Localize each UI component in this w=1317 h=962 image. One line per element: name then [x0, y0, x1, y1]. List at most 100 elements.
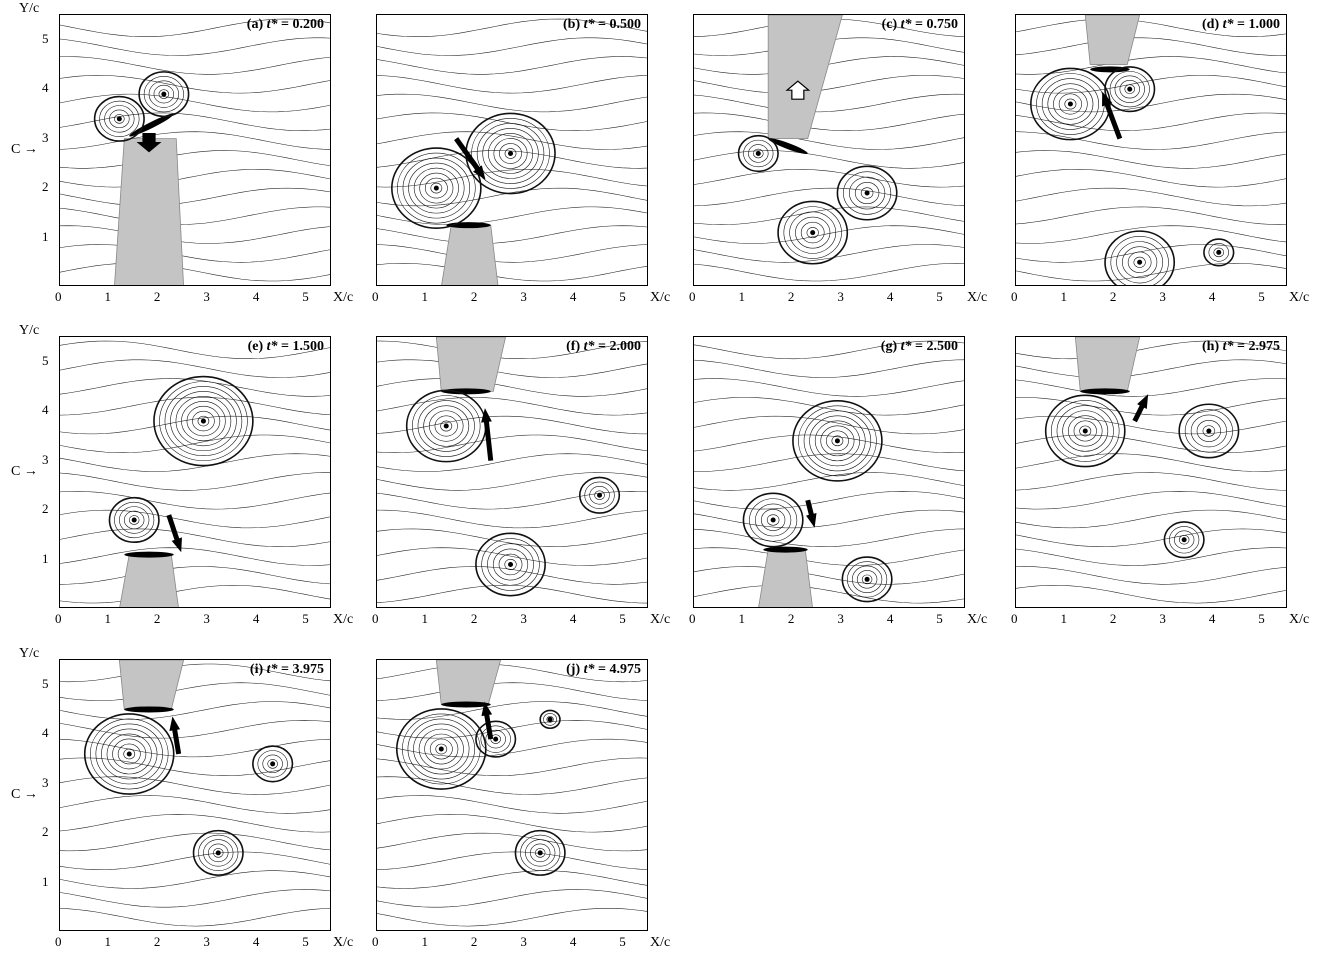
streamline: [60, 131, 330, 150]
inflow-marker: C →: [11, 464, 38, 479]
vortex-core: [537, 850, 543, 856]
x-tick-label: 0: [1011, 289, 1018, 304]
vortex-ring: [1202, 425, 1216, 437]
y-tick-label: 1: [42, 228, 49, 244]
vortex-ring: [795, 216, 831, 249]
streamline: [694, 263, 964, 282]
airfoil-body: [114, 138, 184, 285]
x-axis-label: X/c: [1289, 290, 1310, 305]
y-tick-label: 5: [42, 675, 49, 691]
x-tick-label: 5: [302, 611, 309, 626]
vortex-ring: [755, 503, 792, 537]
vortex-core: [547, 716, 553, 722]
vortex-ring: [181, 400, 226, 442]
vortex-core: [438, 746, 444, 752]
x-tick-label: 0: [55, 611, 62, 626]
x-axis-label: X/c: [333, 935, 354, 950]
x-tick-label: 2: [470, 934, 478, 949]
panel-c: (c) t* = 0.750: [693, 14, 965, 286]
vortex-ring: [525, 839, 556, 867]
vortex-ring: [1178, 535, 1190, 545]
motion-arrow-icon: [483, 415, 494, 461]
streamline: [377, 397, 647, 416]
x-tick-label: 4: [886, 611, 894, 626]
streamline: [1016, 509, 1286, 529]
vortex-core: [493, 736, 499, 742]
x-tick-label: 0: [372, 289, 379, 304]
vortex-core: [1067, 101, 1073, 107]
vortex-ring: [408, 162, 465, 214]
vortex-ring: [89, 718, 169, 790]
streamline: [60, 359, 330, 378]
vortex-ring: [584, 481, 615, 509]
y-tick-label: 4: [42, 725, 49, 741]
vortex-ring: [430, 182, 443, 194]
x-tick-label: 1: [1060, 289, 1067, 304]
arrow-head-icon: [1137, 394, 1149, 409]
streamline: [60, 795, 330, 814]
streamline: [60, 150, 330, 169]
streamline: [694, 509, 964, 529]
vortex-ring: [806, 227, 819, 239]
streamline: [377, 528, 647, 547]
vortex-ring: [153, 375, 254, 467]
y-tick-label: 2: [42, 501, 49, 517]
arrow-down-icon: [136, 132, 162, 153]
vortex-ring: [814, 420, 860, 462]
vortex-ring: [748, 144, 769, 163]
vortex-core: [215, 850, 221, 856]
motion-arrow-icon: [454, 137, 483, 175]
panel-title: (e) t* = 1.500: [247, 339, 324, 354]
x-tick-label: 3: [520, 289, 527, 304]
vortex-ring: [83, 713, 175, 795]
y-tick-label: 1: [42, 873, 49, 889]
vortex-ring: [159, 381, 248, 461]
vortex-ring: [800, 221, 825, 244]
streamline: [694, 93, 964, 113]
streamline: [377, 701, 647, 720]
vortex-ring: [1163, 521, 1205, 559]
vortex-core: [1127, 86, 1133, 92]
x-tick-label: 0: [372, 934, 379, 949]
vortex-ring: [789, 211, 837, 254]
vortex-ring: [1067, 415, 1103, 447]
vortex-ring: [1030, 67, 1111, 141]
panel-g: (g) t* = 2.500: [693, 336, 965, 608]
vortex-ring: [825, 430, 849, 452]
vortex-ring: [128, 515, 140, 525]
arrow-head-icon: [806, 512, 817, 528]
vortex-ring: [208, 843, 229, 863]
x-tick-label: 5: [302, 289, 309, 304]
vortex-ring: [475, 720, 517, 758]
streamline: [694, 453, 964, 472]
vortex-ring: [1184, 409, 1233, 453]
vortex-ring: [1119, 79, 1140, 99]
vortex-core: [1137, 259, 1143, 265]
streamline: [60, 776, 330, 795]
vortex-ring: [1208, 243, 1229, 262]
streamline: [694, 585, 964, 604]
panel-f: (f) t* = 2.000: [376, 336, 648, 608]
streamline: [377, 169, 647, 188]
vortex-ring: [391, 147, 482, 229]
streamline: [60, 340, 330, 359]
vortex-ring: [487, 543, 534, 586]
streamline: [60, 378, 330, 397]
x-tick-label: 5: [1258, 611, 1265, 626]
streamline: [1016, 56, 1286, 75]
vortex-ring: [117, 743, 141, 765]
vortex-ring: [836, 165, 898, 221]
streamline: [694, 56, 964, 75]
vortex-ring: [798, 405, 877, 477]
vortex-ring: [424, 733, 459, 765]
x-tick-label: 2: [470, 611, 478, 626]
streamline: [694, 244, 964, 263]
x-tick-label: 5: [1258, 289, 1265, 304]
x-axis-label: X/c: [650, 612, 671, 627]
vortex-ring: [530, 843, 551, 863]
airfoil-body: [758, 549, 813, 607]
vortex-ring: [831, 435, 844, 447]
plate: [1080, 388, 1130, 395]
vortex-ring: [1044, 394, 1126, 468]
vortex-ring: [749, 498, 798, 542]
